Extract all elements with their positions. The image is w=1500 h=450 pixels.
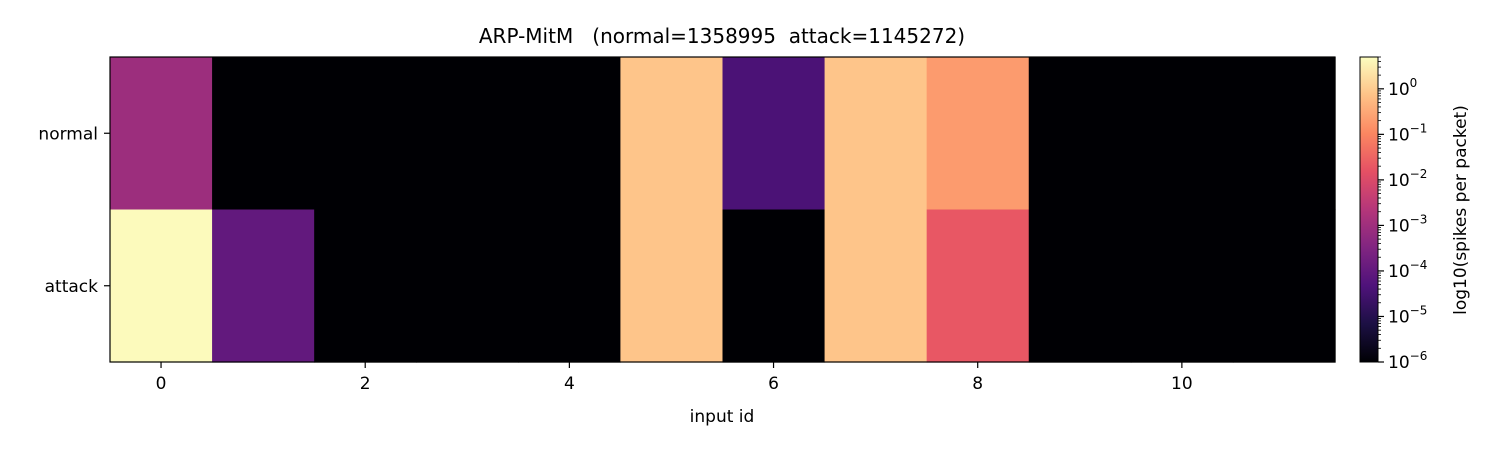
heatmap-cell-attack-8 [926,209,1030,363]
heatmap-cell-attack-3 [416,209,519,363]
heatmap-cell-attack-11 [1232,209,1336,363]
heatmap-cell-attack-1 [212,209,315,363]
heatmap-cell-normal-9 [1028,57,1132,211]
heatmap-cell-attack-4 [518,209,622,363]
heatmap-cell-attack-9 [1028,209,1132,363]
heatmap-cell-normal-5 [620,57,724,211]
heatmap-cell-attack-6 [722,209,826,363]
heatmap-cells [110,57,1336,363]
heatmap-cell-normal-8 [926,57,1030,211]
x-tick-label: 0 [156,374,167,394]
heatmap-cell-normal-10 [1130,57,1234,211]
plot-frame [109,56,1336,363]
colorbar-tick-label: 10−1 [1388,121,1427,145]
heatmap-cell-normal-3 [416,57,519,211]
x-tick-label: 2 [360,374,371,394]
colorbar-tick-label: 100 [1388,76,1417,100]
x-tick-label: 8 [972,374,983,394]
heatmap-cell-attack-7 [824,209,928,363]
heatmap-cell-normal-0 [110,57,213,211]
colorbar-tick-label: 10−2 [1388,167,1427,191]
heatmap-cell-normal-11 [1232,57,1336,211]
colorbar-tick-label: 10−5 [1388,303,1427,327]
x-axis-label: input id [690,407,755,427]
heatmap-cell-normal-6 [722,57,826,211]
heatmap-cell-attack-5 [620,209,724,363]
x-axis: 0 2 4 6 8 10 [156,362,1193,394]
heatmap-cell-normal-2 [314,57,417,211]
heatmap-cell-attack-2 [314,209,417,363]
y-tick-label: normal [38,124,98,144]
colorbar-tick-label: 10−3 [1388,212,1427,236]
colorbar [1359,56,1379,363]
colorbar-tick-label: 10−6 [1388,349,1427,373]
y-tick-label: attack [45,277,99,297]
heatmap-cell-normal-4 [518,57,622,211]
y-axis: normal attack [38,124,110,297]
colorbar-ticks: 10−6 10−5 10−4 10−3 10−2 10−1 100 [1378,56,1427,373]
heatmap-cell-normal-7 [824,57,928,211]
heatmap-cell-attack-10 [1130,209,1234,363]
chart-title: ARP-MitM (normal=1358995 attack=1145272) [479,24,965,48]
heatmap-cell-normal-1 [212,57,315,211]
heatmap-cell-attack-0 [110,209,213,363]
x-tick-label: 10 [1171,374,1193,394]
colorbar-tick-label: 10−4 [1388,258,1427,282]
colorbar-label: log10(spikes per packet) [1451,105,1471,315]
x-tick-label: 4 [564,374,575,394]
x-tick-label: 6 [768,374,779,394]
